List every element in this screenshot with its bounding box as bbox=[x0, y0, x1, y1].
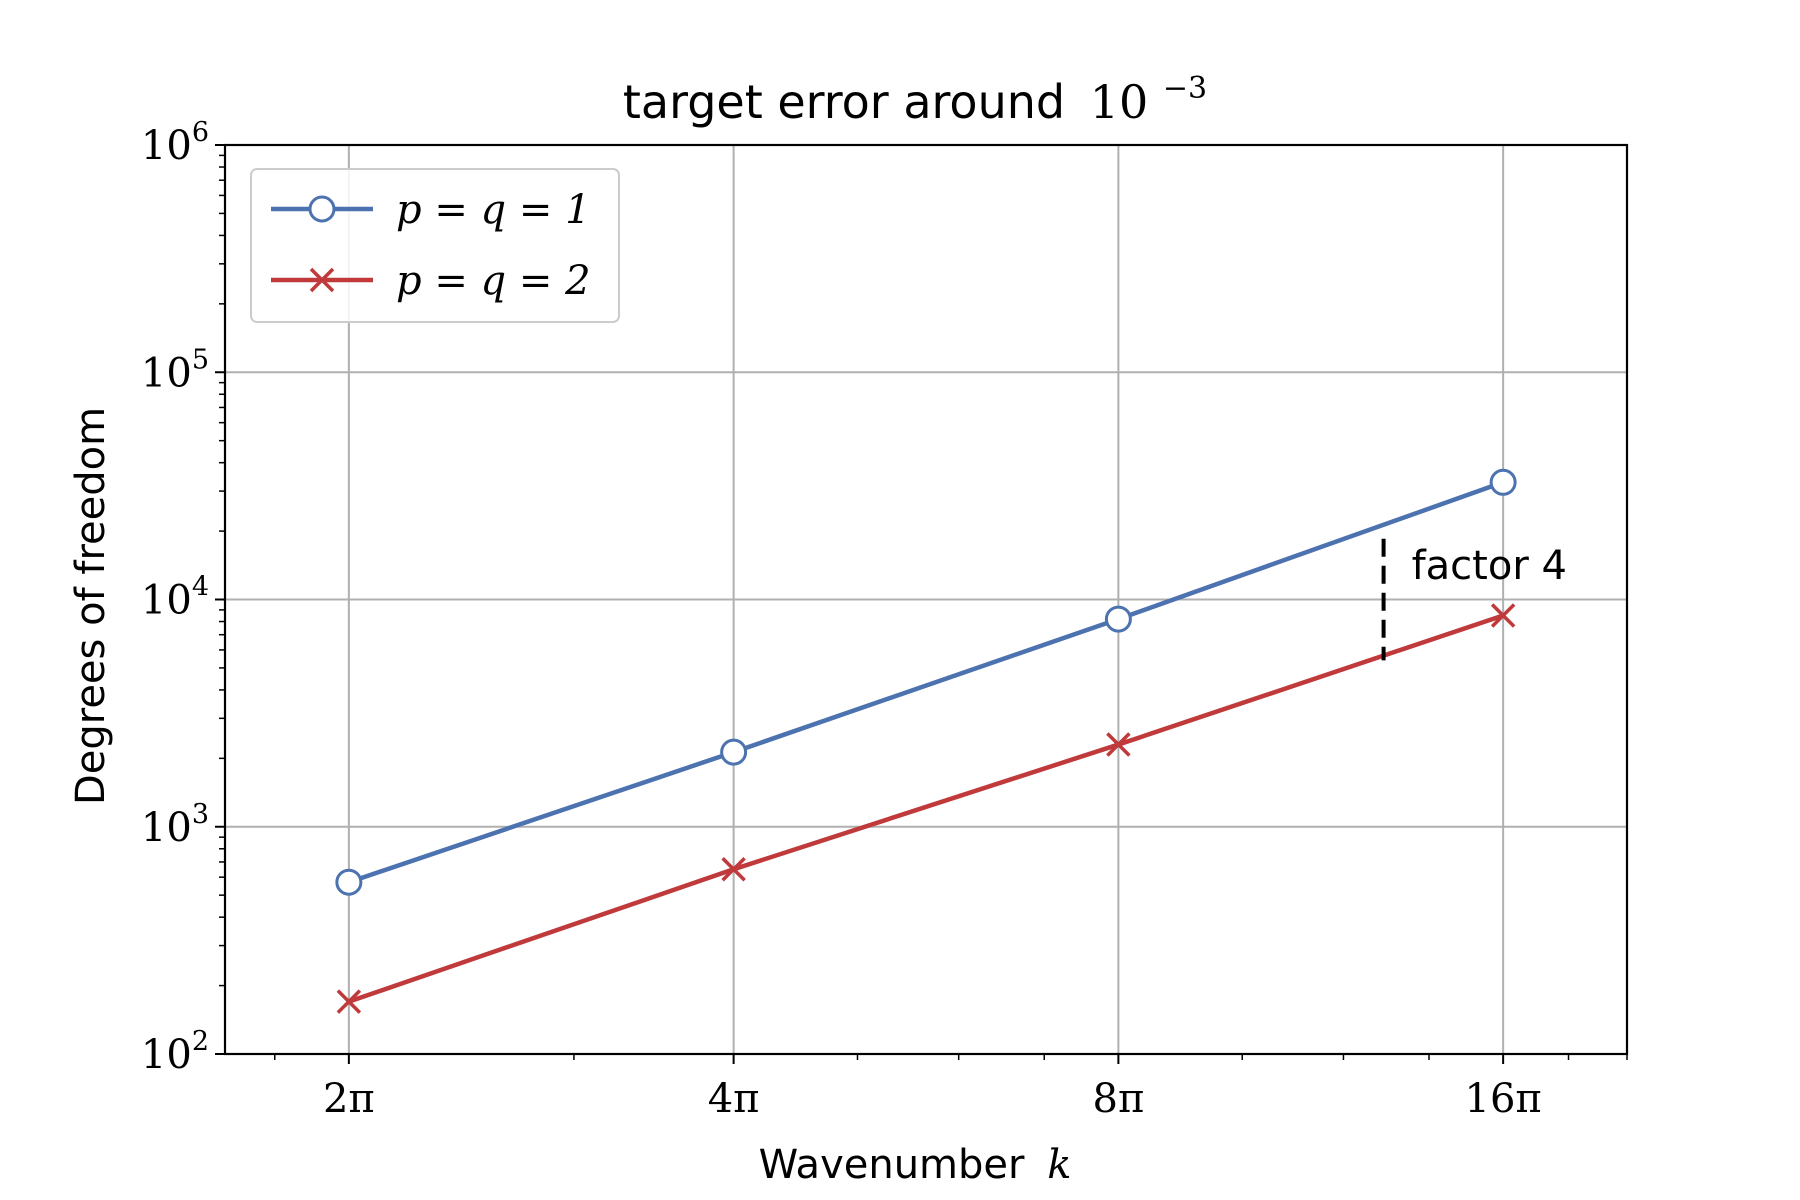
data-point-x-stroke bbox=[1490, 603, 1516, 628]
data-point-x bbox=[721, 857, 746, 882]
data-point-circle bbox=[1104, 605, 1132, 633]
y-tick-label-exponent: 6 bbox=[192, 117, 209, 148]
y-tick-label: 104 bbox=[141, 572, 209, 624]
x-tick-label: 8π bbox=[1093, 1076, 1145, 1122]
series-line bbox=[346, 613, 1506, 1004]
y-tick-label-base: 10 bbox=[141, 578, 192, 624]
data-point-circle bbox=[1489, 468, 1517, 496]
x-axis-label-var: k bbox=[1047, 1142, 1071, 1188]
legend-marker-x bbox=[309, 267, 335, 293]
x-tick-label: 16π bbox=[1465, 1076, 1542, 1122]
title-text: target error around bbox=[623, 75, 1065, 129]
legend-label: p = q = 1 bbox=[396, 187, 591, 233]
y-tick-label-exponent: 3 bbox=[192, 799, 209, 830]
legend-item-2: p = q = 2 bbox=[271, 258, 591, 304]
x-tick-label: 4π bbox=[708, 1076, 760, 1122]
y-tick-label-exponent: 5 bbox=[192, 344, 209, 375]
data-point-x bbox=[1106, 732, 1131, 757]
data-point-circle bbox=[720, 738, 748, 766]
y-tick-label: 102 bbox=[141, 1026, 209, 1078]
data-point-x bbox=[336, 989, 362, 1014]
y-tick-label-base: 10 bbox=[141, 1032, 192, 1078]
series-2 bbox=[336, 603, 1516, 1014]
y-tick-label-base: 10 bbox=[141, 350, 192, 396]
legend: p = q = 1 p = q = 2 bbox=[250, 168, 620, 323]
legend-items: p = q = 1 p = q = 2 bbox=[271, 187, 591, 304]
x-tick-label: 2π bbox=[323, 1076, 375, 1122]
series-layer bbox=[335, 468, 1517, 1014]
chart-title: target error around 10 −3 bbox=[623, 71, 1207, 129]
x-tick-labels: 2π 4π 8π 16π bbox=[323, 1076, 1542, 1122]
y-tick-label: 105 bbox=[141, 344, 209, 396]
y-tick-label: 106 bbox=[141, 117, 209, 169]
y-tick-label-base: 10 bbox=[141, 805, 192, 851]
series-1 bbox=[335, 468, 1517, 896]
title-math-base: 10 bbox=[1090, 75, 1149, 129]
data-point-circle bbox=[335, 868, 363, 896]
y-tick-label-exponent: 2 bbox=[192, 1026, 209, 1057]
y-tick-label-exponent: 4 bbox=[192, 572, 209, 603]
legend-item-1: p = q = 1 bbox=[271, 187, 591, 233]
title-math-exponent: −3 bbox=[1163, 71, 1207, 106]
y-tick-label-base: 10 bbox=[141, 123, 192, 169]
data-point-x-stroke bbox=[336, 989, 362, 1014]
data-point-x-stroke bbox=[1106, 732, 1131, 757]
y-tick-label: 103 bbox=[141, 799, 209, 851]
annotation-layer: factor 4 bbox=[1381, 538, 1567, 661]
data-point-x bbox=[1490, 603, 1516, 628]
x-axis-label-text: Wavenumber bbox=[759, 1142, 1025, 1188]
legend-marker-circle bbox=[308, 195, 336, 223]
data-point-x-stroke bbox=[721, 857, 746, 882]
y-axis-label: Degrees of freedom bbox=[68, 407, 114, 805]
legend-label: p = q = 2 bbox=[396, 258, 591, 304]
series-line bbox=[346, 480, 1506, 885]
major-ticks bbox=[215, 144, 1505, 1064]
annotation-label: factor 4 bbox=[1412, 543, 1567, 589]
x-axis-label: Wavenumber k bbox=[759, 1142, 1072, 1188]
plot-frame bbox=[223, 143, 1629, 1056]
